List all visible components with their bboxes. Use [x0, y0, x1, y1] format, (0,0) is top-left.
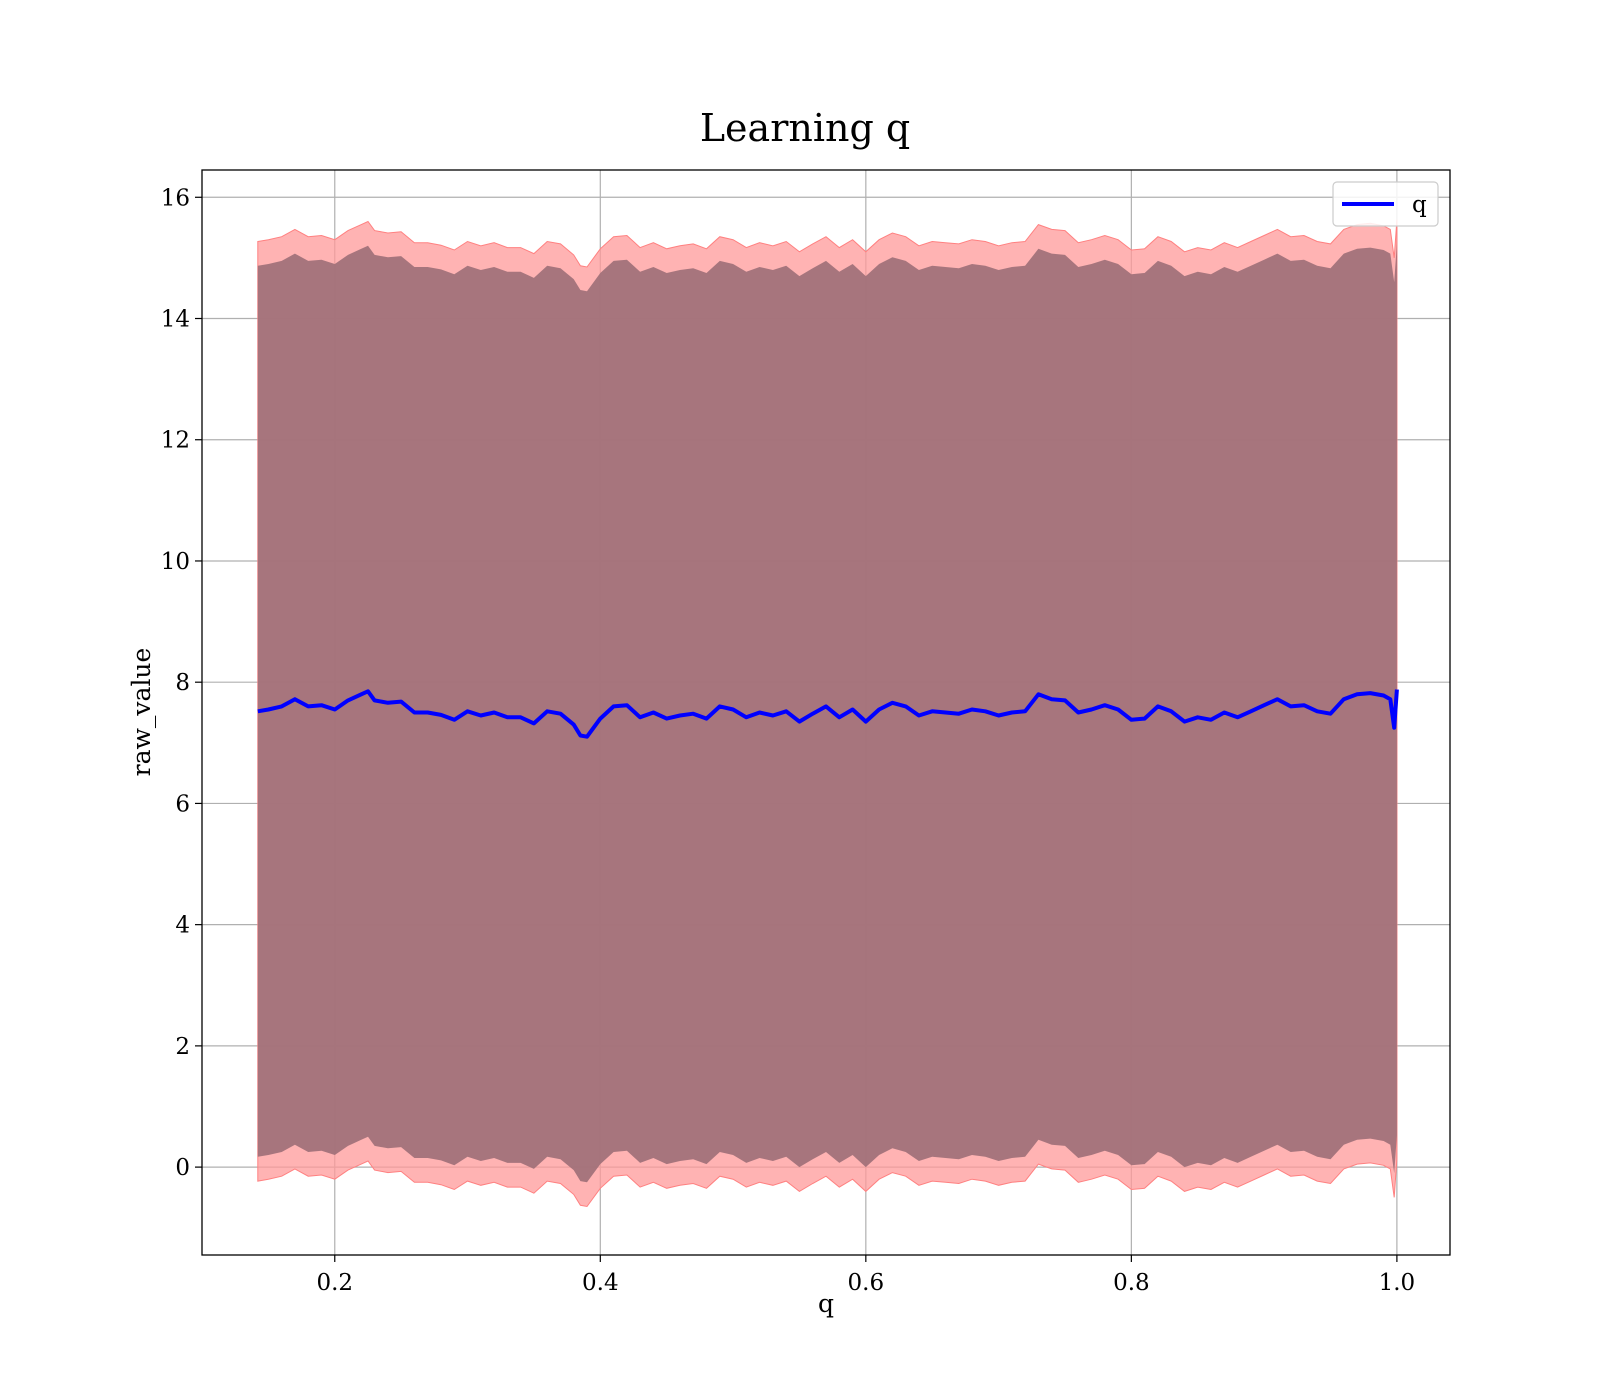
band-inner	[257, 243, 1397, 1183]
y-tick-label: 0	[175, 1155, 190, 1181]
y-axis-label: raw_value	[127, 648, 156, 777]
y-tick-label: 10	[161, 549, 190, 575]
x-tick-label: 1.0	[1379, 1270, 1416, 1296]
x-tick-label: 0.2	[316, 1270, 353, 1296]
x-tick-label: 0.4	[582, 1270, 619, 1296]
y-tick-label: 8	[175, 670, 190, 696]
y-tick-label: 14	[161, 307, 190, 333]
y-tick-label: 12	[161, 428, 190, 454]
y-tick-label: 4	[175, 913, 190, 939]
x-axis-label: q	[818, 1289, 834, 1318]
y-axis-ticks: 0 2 4 6 8 10 12 14 16	[161, 185, 202, 1181]
bands	[257, 219, 1398, 1208]
y-tick-label: 2	[175, 1034, 190, 1060]
plot-frame	[201, 169, 1451, 1256]
x-axis-ticks: 0.2 0.4 0.6 0.8 1.0	[316, 1255, 1415, 1296]
legend: q	[1332, 181, 1439, 227]
legend-entry-q: q	[1412, 192, 1427, 218]
x-tick-label: 0.6	[848, 1270, 885, 1296]
series-line-q	[257, 689, 1399, 739]
x-tick-label: 0.8	[1113, 1270, 1150, 1296]
y-tick-label: 6	[175, 791, 190, 817]
chart-title: Learning q	[700, 106, 910, 150]
y-tick-label: 16	[161, 185, 190, 211]
series-lines	[257, 689, 1399, 739]
